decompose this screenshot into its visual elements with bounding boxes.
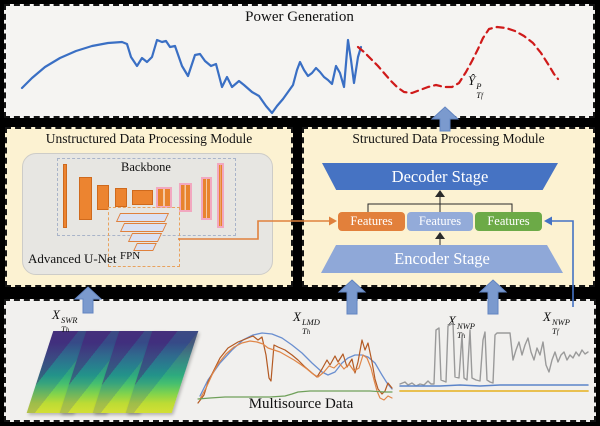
features-box-nwp: Features xyxy=(475,212,542,231)
nwp-mini-chart xyxy=(399,322,589,392)
fpn-layer xyxy=(115,213,170,222)
features-label: Features xyxy=(350,214,393,228)
structured-module-title: Structured Data Processing Module xyxy=(352,131,545,146)
backbone-bar xyxy=(79,177,92,220)
fpn-layer xyxy=(119,223,168,232)
backbone-bar xyxy=(97,185,109,210)
lmd-input-label: X LMD Th xyxy=(293,309,320,336)
chart-series-blue xyxy=(399,384,589,387)
backbone-bar xyxy=(179,183,192,212)
encoder-stage-label: Encoder Stage xyxy=(394,249,490,268)
backbone-bar xyxy=(217,163,224,228)
chart-series-green xyxy=(197,390,393,400)
nwp-historical-input-label: X NWP Th xyxy=(448,313,475,340)
chart-series-blue xyxy=(199,332,393,397)
chart-series-forecast xyxy=(356,25,560,95)
multisource-data-caption: Multisource Data xyxy=(248,396,354,412)
nwp-forecast-input-label: X NWP Tf xyxy=(543,309,570,336)
swr-input-label: X SWR Th xyxy=(52,307,78,334)
backbone-bar xyxy=(115,188,127,207)
features-label: Features xyxy=(418,214,462,228)
backbone-bar xyxy=(63,164,67,228)
fpn-layer xyxy=(127,233,163,242)
features-label: Features xyxy=(487,214,530,228)
unstructured-module-title: Unstructured Data Processing Module xyxy=(45,131,253,146)
chart-series-historical xyxy=(20,38,363,115)
features-box-encoder: Features xyxy=(407,212,473,231)
decoder-stage: Decoder Stage xyxy=(322,163,558,190)
backbone-bar xyxy=(201,177,212,220)
chart-series-gray xyxy=(399,322,589,387)
features-box-unstructured: Features xyxy=(338,212,405,231)
backbone-label: Backbone xyxy=(121,160,171,174)
power-generation-chart xyxy=(20,25,560,115)
advanced-unet-label: Advanced U-Net xyxy=(28,251,117,266)
power-generation-panel xyxy=(4,4,595,118)
encoder-stage: Encoder Stage xyxy=(321,245,563,273)
fpn-label: FPN xyxy=(120,250,141,262)
backbone-bar xyxy=(132,190,153,205)
power-generation-title: Power Generation xyxy=(245,9,354,25)
backbone-bar xyxy=(156,187,172,208)
forecast-output-label: Ŷ P Tf xyxy=(468,73,483,100)
lmd-mini-chart xyxy=(197,332,393,404)
decoder-stage-label: Decoder Stage xyxy=(391,166,489,186)
chart-series-orange xyxy=(199,340,393,401)
